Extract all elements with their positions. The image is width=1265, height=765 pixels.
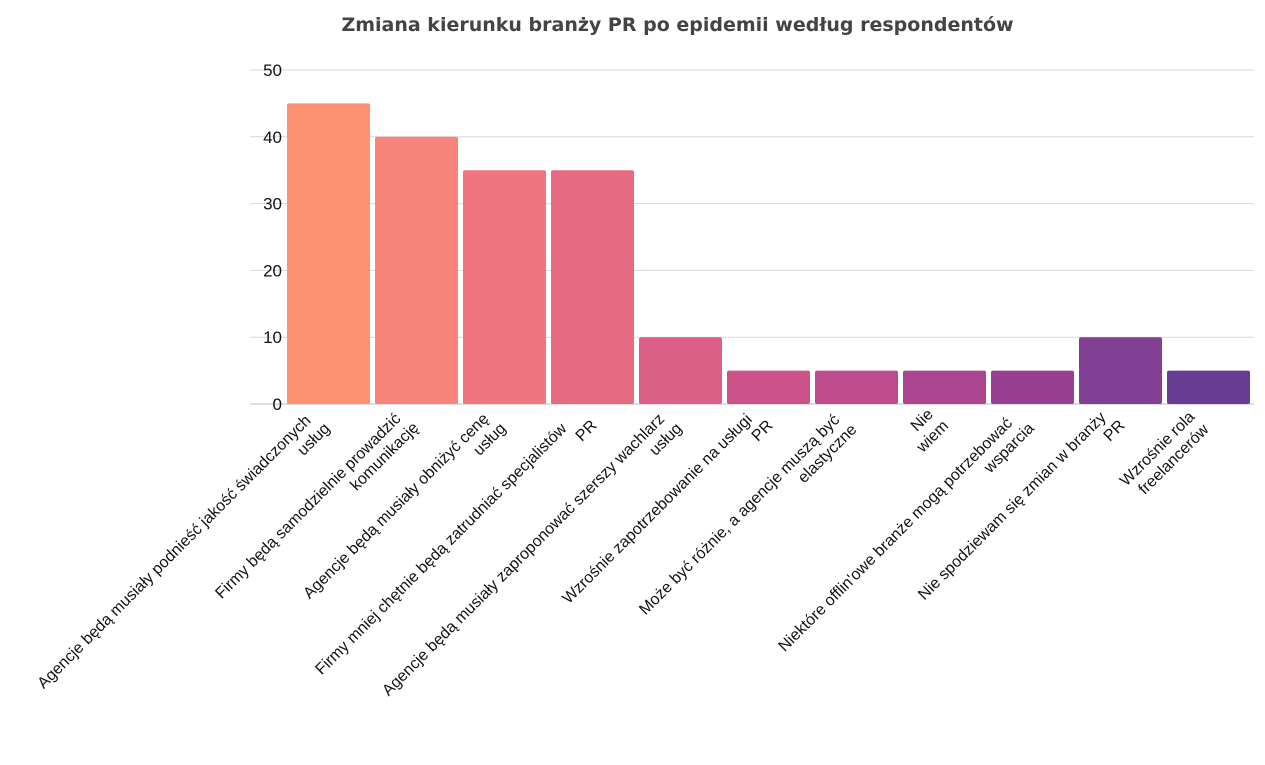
bar[interactable] — [375, 136, 458, 405]
chart-title: Zmiana kierunku branży PR po epidemii we… — [341, 14, 1014, 36]
bar[interactable] — [727, 370, 810, 404]
y-tick-label: 10 — [263, 328, 282, 347]
y-tick-label: 0 — [273, 395, 282, 414]
y-tick-label: 30 — [263, 195, 282, 214]
bar[interactable] — [1167, 370, 1250, 404]
svg-text:Agencje będą musiały podnieść: Agencje będą musiały podnieść jakość świ… — [35, 407, 334, 706]
y-tick-label: 40 — [263, 128, 282, 147]
x-tick-label: Agencje będą musiały podnieść jakość świ… — [35, 407, 334, 706]
y-tick-label: 20 — [263, 261, 282, 280]
svg-text:Wzrośnie rolafreelancerów: Wzrośnie rolafreelancerów — [1117, 408, 1213, 504]
bar[interactable] — [903, 370, 986, 404]
bars — [287, 103, 1250, 405]
x-axis-labels: Agencje będą musiały podnieść jakość świ… — [35, 404, 1213, 706]
bar[interactable] — [991, 370, 1074, 404]
x-tick-label: Wzrośnie rolafreelancerów — [1117, 408, 1213, 504]
bar[interactable] — [1079, 337, 1162, 404]
bar[interactable] — [551, 170, 634, 404]
y-tick-label: 50 — [263, 61, 282, 80]
y-axis-ticks: 0 10 20 30 40 50 — [263, 61, 282, 414]
x-tick-label: Niewiem — [900, 404, 953, 457]
bar[interactable] — [815, 370, 898, 404]
bar[interactable] — [463, 170, 546, 404]
bar[interactable] — [287, 103, 370, 405]
bar[interactable] — [639, 337, 722, 404]
svg-text:Niewiem: Niewiem — [900, 404, 953, 457]
